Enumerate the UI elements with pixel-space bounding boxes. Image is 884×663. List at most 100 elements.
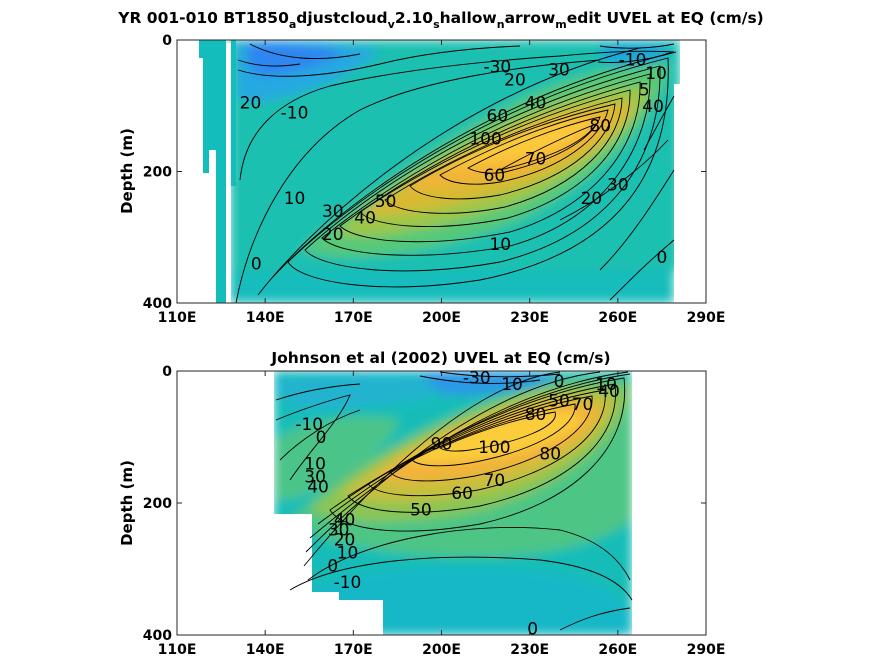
title-segment: arrow — [505, 9, 556, 27]
bottom-x-axis-ticks: 110E 140E 170E 200E 230E 260E 290E — [158, 371, 726, 658]
contour-label: 40 — [307, 478, 329, 498]
contour-label: 80 — [539, 445, 561, 465]
contour-label: -10 — [334, 573, 362, 593]
x-tick-label: 260E — [598, 642, 637, 658]
top-land-mask — [177, 40, 706, 303]
contour-label: 40 — [598, 382, 620, 402]
x-tick-label: 200E — [422, 310, 461, 326]
contour-label: 0 — [251, 255, 262, 275]
top-chart-panel: YR 001-010 BT1850adjustcloudv2.10shallow… — [117, 9, 764, 326]
contour-label: 10 — [645, 64, 667, 84]
contour-label: 90 — [431, 435, 453, 455]
title-subscript: a — [289, 18, 296, 31]
contour-label: 30 — [328, 520, 350, 540]
y-tick-label: 200 — [143, 165, 172, 181]
bottom-velocity-field — [274, 371, 632, 635]
bottom-y-axis-label: Depth (m) — [118, 460, 136, 546]
contour-label: 20 — [581, 189, 603, 209]
contour-label: 30 — [607, 176, 629, 196]
title-subscript: n — [497, 18, 505, 31]
bottom-no-data-mask — [177, 371, 706, 635]
contour-label: 40 — [354, 209, 376, 229]
contour-label: 70 — [484, 471, 506, 491]
contour-label: 70 — [572, 395, 594, 415]
contour-label: 0 — [657, 248, 668, 268]
contour-label: 80 — [589, 116, 611, 136]
contour-label: 20 — [334, 530, 356, 550]
contour-label: 100 — [469, 130, 501, 150]
contour-label: 20 — [322, 225, 344, 245]
x-tick-label: 200E — [422, 642, 461, 658]
contour-label: 30 — [322, 202, 344, 222]
y-tick-label: 0 — [162, 33, 172, 49]
contour-label: 60 — [484, 166, 506, 186]
x-tick-label: 110E — [158, 310, 197, 326]
top-chart-title: YR 001-010 BT1850adjustcloudv2.10shallow… — [117, 9, 764, 31]
title-segment: 2.10 — [395, 9, 433, 27]
contour-label: 100 — [478, 438, 510, 458]
title-subscript: v — [388, 18, 396, 31]
contour-label: 40 — [525, 93, 547, 113]
contour-label: 70 — [525, 149, 547, 169]
contour-label: 50 — [410, 501, 432, 521]
title-segment: YR 001-010 BT1850 — [117, 9, 289, 27]
top-contour-lines — [235, 43, 677, 303]
contour-label: 10 — [284, 189, 306, 209]
x-tick-label: 170E — [334, 310, 373, 326]
contour-label: 10 — [337, 544, 359, 564]
contour-label: 50 — [548, 392, 570, 412]
contour-label: 30 — [304, 468, 326, 488]
contour-label: 60 — [451, 484, 473, 504]
title-segment: hallow — [440, 9, 497, 27]
y-tick-label: 0 — [162, 364, 172, 380]
x-tick-label: 290E — [687, 642, 726, 658]
contour-label: -30 — [463, 369, 491, 389]
x-tick-label: 140E — [246, 310, 285, 326]
contour-label: 40 — [334, 511, 356, 531]
y-tick-label: 400 — [143, 296, 172, 312]
contour-label: -10 — [619, 51, 647, 71]
contour-label: 30 — [548, 61, 570, 81]
x-tick-label: 170E — [334, 642, 373, 658]
contour-label: 80 — [525, 405, 547, 425]
y-tick-label: 200 — [143, 496, 172, 512]
contour-label: 40 — [642, 97, 664, 117]
title-segment: djustcloud — [296, 9, 387, 27]
title-segment: edit UVEL at EQ (cm/s) — [567, 9, 764, 27]
contour-label: 10 — [501, 375, 523, 395]
x-tick-label: 140E — [246, 642, 285, 658]
title-subscript: s — [433, 18, 440, 31]
contour-label: 10 — [595, 375, 617, 395]
contour-label: 60 — [487, 107, 509, 127]
bottom-contour-lines — [275, 371, 633, 631]
y-tick-label: 400 — [143, 628, 172, 644]
bottom-chart-title: Johnson et al (2002) UVEL at EQ (cm/s) — [270, 349, 610, 367]
contour-label: -10 — [281, 103, 309, 123]
x-tick-label: 290E — [687, 310, 726, 326]
title-subscript: m — [555, 18, 566, 31]
top-x-axis-ticks: 110E 140E 170E 200E 230E 260E 290E — [158, 40, 726, 326]
contour-label: 5 — [639, 80, 650, 100]
contour-label: 20 — [240, 93, 262, 113]
contour-label: -10 — [295, 415, 323, 435]
x-tick-label: 110E — [158, 642, 197, 658]
contour-label: 0 — [527, 619, 538, 639]
contour-label: 10 — [304, 454, 326, 474]
contour-label: -30 — [483, 57, 511, 77]
x-tick-label: 230E — [510, 310, 549, 326]
contour-label: 10 — [489, 235, 511, 255]
contour-label: 50 — [375, 192, 397, 212]
contour-label: 0 — [554, 372, 565, 392]
contour-label: 0 — [327, 557, 338, 577]
x-tick-label: 230E — [510, 642, 549, 658]
bottom-chart-panel: Johnson et al (2002) UVEL at EQ (cm/s) — [118, 349, 725, 658]
x-tick-label: 260E — [598, 310, 637, 326]
top-y-axis-label: Depth (m) — [118, 128, 136, 214]
